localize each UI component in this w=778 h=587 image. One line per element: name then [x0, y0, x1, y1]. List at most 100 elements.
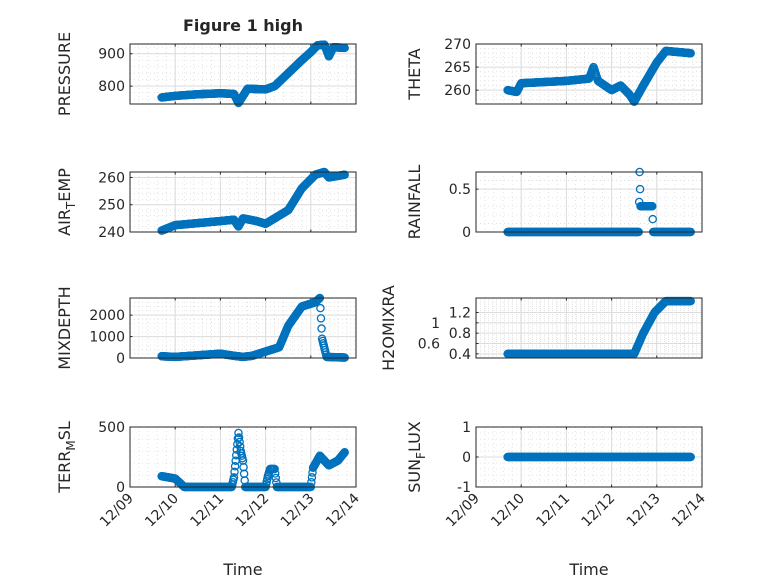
data-point	[229, 473, 239, 482]
y-tick-label: 1.2	[449, 305, 471, 321]
data-series	[503, 452, 695, 462]
y-label-subscript: M	[64, 440, 78, 450]
y-label-rest: EMP	[55, 168, 74, 202]
subplot-rainfall: 0 0.5 RAINFALL	[405, 165, 703, 241]
y-label-main: MIXDEPTH	[55, 286, 74, 369]
axes-box	[475, 297, 703, 359]
y-axis-label: PRESSURE	[55, 32, 74, 116]
y-axis-label: AIRTEMP	[55, 168, 78, 236]
data-point	[307, 477, 316, 487]
subplot-theta: 260 265 270 THETA	[405, 37, 703, 106]
y-tick-label: 1	[462, 420, 471, 436]
plot-area	[476, 172, 702, 232]
x-tick-label: 12/11	[187, 491, 227, 531]
x-tick-label: 12/13	[278, 491, 318, 531]
subplot-terr: 12/09 12/10 12/11 12/12 12/13 12/14 0 500 TERRMS…	[55, 420, 363, 579]
y-tick-label: 0.8	[449, 326, 471, 342]
y-axis-label: RAINFALL	[405, 165, 424, 240]
data-point	[317, 324, 326, 333]
y-label-main: RAINFALL	[405, 165, 424, 240]
y-label-main: PRESSURE	[55, 32, 74, 116]
y-tick-label: 0.4	[449, 347, 471, 363]
y-tick-label: 500	[98, 420, 125, 436]
axes-box	[129, 426, 357, 488]
y-label-main: TERR	[55, 451, 74, 494]
x-tick-label: 12/10	[142, 491, 182, 531]
data-point	[270, 469, 280, 478]
subplot-h2omixra: 0.4 0.6 0.8 1 1.2 H2OMIXRA	[379, 285, 703, 371]
y-label-rest: SL	[55, 421, 74, 440]
data-point	[271, 473, 281, 483]
y-axis-label: MIXDEPTH	[55, 286, 74, 369]
y-label-main: AIR	[55, 209, 74, 236]
x-tick-label: 12/12	[233, 491, 273, 531]
data-point	[340, 170, 349, 179]
data-point	[316, 303, 325, 313]
x-tick-label: 12/14	[669, 490, 709, 530]
y-tick-label: 260	[98, 170, 125, 186]
axes-box	[129, 297, 357, 359]
data-point	[270, 464, 279, 474]
y-tick-label: 240	[98, 225, 125, 241]
axes-box	[129, 171, 357, 233]
y-tick-label: 1000	[89, 330, 125, 346]
y-axis-label: TERRMSL	[55, 421, 78, 494]
data-point	[316, 314, 326, 323]
axes-box	[475, 426, 703, 488]
y-tick-label: 250	[98, 198, 125, 214]
x-axis-label: Time	[222, 560, 262, 579]
subplot-mixdepth: 0 1000 2000 MIXDEPTH	[55, 286, 357, 370]
data-point	[686, 452, 695, 462]
x-tick-label: 12/09	[97, 491, 137, 531]
data-series	[503, 46, 695, 106]
y-tick-label: 0.5	[449, 182, 471, 198]
y-tick-label: 260	[444, 83, 471, 99]
x-tick-label: 12/10	[488, 491, 528, 531]
x-tick-label: 12/12	[579, 491, 619, 531]
y-axis-label: H2OMIXRA	[379, 285, 398, 371]
data-point	[686, 48, 695, 58]
y-tick-label: 0	[116, 351, 125, 367]
axes-box	[129, 43, 357, 105]
y-label-main: SUN	[405, 459, 424, 493]
y-tick-label: 0	[462, 225, 471, 241]
y-tick-label: 800	[98, 79, 125, 95]
y-tick-label: 265	[444, 60, 471, 76]
subplot-air: 240 250 260 AIRTEMP	[55, 167, 357, 241]
y-tick-label: 1	[431, 316, 440, 332]
axes-box	[475, 43, 703, 105]
axes-box	[475, 171, 703, 233]
y-tick-label: 900	[98, 47, 125, 63]
data-series	[157, 167, 349, 235]
y-label-main: THETA	[405, 48, 424, 100]
figure-title: Figure 1 high	[183, 16, 303, 35]
data-point	[635, 184, 645, 194]
x-tick-label: 12/11	[533, 491, 573, 531]
subplot-pressure: 800 900 PRESSURE	[55, 32, 357, 116]
data-point	[648, 214, 657, 224]
y-axis-label: SUNFLUX	[405, 421, 428, 493]
y-label-rest: LUX	[405, 421, 424, 452]
y-tick-label: 0.6	[418, 337, 440, 353]
data-point	[230, 467, 239, 477]
subplot-sun: 12/09 12/10 12/11 12/12 12/13 12/14 -1 0 1 SUNFLU…	[405, 420, 709, 579]
data-point	[234, 428, 243, 438]
x-tick-label: 12/14	[323, 490, 363, 530]
data-point	[234, 433, 244, 442]
y-tick-label: 270	[444, 37, 471, 53]
data-point	[230, 462, 240, 471]
data-point	[235, 437, 244, 447]
data-point	[307, 473, 317, 482]
y-axis-label: THETA	[405, 48, 424, 100]
x-tick-label: 12/13	[624, 491, 664, 531]
y-label-subscript: F	[414, 452, 428, 459]
plot-area	[476, 298, 702, 358]
x-axis-label: Time	[568, 560, 608, 579]
y-tick-label: -1	[457, 480, 471, 496]
data-point	[340, 447, 349, 457]
data-series	[503, 296, 695, 359]
y-label-main: H2OMIXRA	[379, 285, 398, 371]
y-tick-label: 0	[462, 450, 471, 466]
y-label-subscript: T	[64, 201, 78, 210]
